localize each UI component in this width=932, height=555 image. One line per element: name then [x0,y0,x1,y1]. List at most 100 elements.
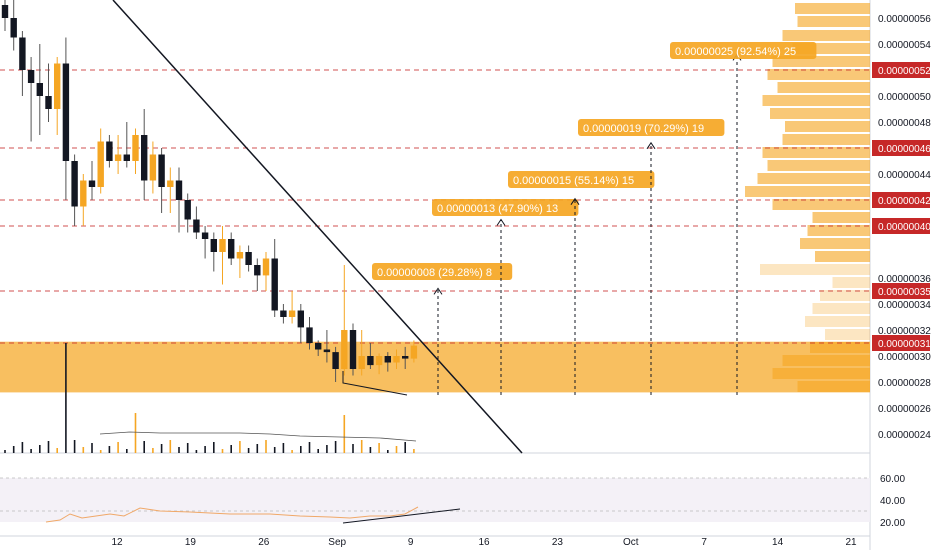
volume-profile-bar [767,160,870,171]
candle-body [36,83,43,96]
candle-body [45,96,52,109]
target-label: 0.00000019 (70.29%) 19 [583,123,704,135]
rsi-line [45,506,419,523]
candle-body [88,180,96,187]
volume-profile-bar [792,43,870,54]
time-tick-label: 23 [552,537,564,548]
candle-body [158,154,165,187]
candle-body [80,180,87,207]
volume-profile-bar [800,238,870,249]
candle-body [306,327,313,343]
candle-body [254,265,261,276]
volume-profile-bar [767,69,870,80]
price-label-highlight: 0.00000031 [878,339,931,350]
rsi-tick-label: 60.00 [880,474,905,485]
candle-body [184,200,191,220]
price-tick-label: 0.00000032 [878,326,931,337]
candle-body [288,310,296,317]
candles [1,0,418,382]
price-tick-label: 0.00000054 [878,40,931,51]
time-tick-label: 21 [845,537,857,548]
price-label-highlight: 0.00000046 [878,144,931,155]
target-arrows: 0.00000008 (29.28%) 8 0.00000013 (47.90%)… [372,42,817,395]
rsi-tick-label: 40.00 [880,496,905,507]
volume-profile-bar [805,316,870,327]
candle-body [245,252,252,265]
candle-body [393,356,400,363]
time-tick-label: 9 [408,537,414,548]
candle-body [123,154,130,161]
candle-body [384,356,391,363]
price-tick-label: 0.00000034 [878,300,931,311]
price-tick-label: 0.00000026 [878,404,931,415]
volume-profile [745,3,870,392]
target-label: 0.00000008 (29.28%) 8 [377,267,492,279]
time-tick-label: 7 [701,537,707,548]
target-label: 0.00000025 (92.54%) 25 [675,46,796,58]
candle-body [193,219,200,233]
candle-body [71,161,78,207]
volume-profile-bar [757,173,870,184]
time-tick-label: 14 [772,537,784,548]
rsi-band [0,478,870,522]
candle-body [315,343,322,350]
price-label-highlight: 0.00000035 [878,287,931,298]
price-label-box [872,192,930,208]
rsi-tick-label: 20.00 [880,518,905,529]
candle-body [97,141,104,187]
candle-body [141,135,148,181]
target-label-box [372,263,513,280]
candle-body [106,141,113,161]
price-tick-label: 0.00000044 [878,170,931,181]
time-tick-label: Sep [328,537,346,548]
price-label-highlight: 0.00000052 [878,66,931,77]
volume-profile-bar [812,212,870,223]
price-label-highlight: 0.00000040 [878,222,931,233]
candle-body [54,63,61,109]
volume-profile-bar [772,199,870,210]
divergence-line [342,371,408,396]
candle-body [402,356,409,359]
target-label: 0.00000015 (55.14%) 15 [513,175,634,187]
price-label-highlight: 0.00000042 [878,196,931,207]
target-label: 0.00000013 (47.90%) 13 [437,203,558,215]
support-zone [0,341,870,393]
volume-profile-bar [797,16,870,27]
rsi-divergence-line [342,508,461,524]
candle-body [349,330,357,369]
price-label-box [872,218,930,234]
volume-profile-bar [745,186,870,197]
candle-body [27,70,35,83]
target-arrow-head [646,141,656,150]
volume-profile-bar [825,329,870,340]
candle-body [175,180,183,200]
price-tick-label: 0.00000050 [878,92,931,103]
target-label-box [508,171,655,188]
rsi-panel [0,477,870,524]
candle-body [1,5,9,18]
candle-body [280,310,287,317]
candle-body [132,135,139,161]
candle-body [19,37,26,70]
volume-profile-bar [820,290,870,301]
volume-profile-bar [815,251,870,262]
trendlines [112,0,523,454]
time-tick-label: 16 [478,537,490,548]
volume-profile-bar [782,30,870,41]
price-tick-label: 0.00000048 [878,118,931,129]
candle-body [271,258,278,311]
volume-profile-bar [770,108,870,119]
candle-body [323,349,331,353]
price-label-box [872,62,930,78]
candle-body [228,239,235,259]
price-axis: 0.00000056 0.00000054 0.00000050 0.00000048… [872,14,931,529]
candle-body [114,154,122,161]
time-tick-label: 26 [258,537,270,548]
candle-body [332,352,339,369]
volume-profile-bar [772,56,870,67]
volume-profile-bar [762,95,870,106]
volume-profile-bar [762,147,870,158]
volume-profile-bar [760,264,870,275]
